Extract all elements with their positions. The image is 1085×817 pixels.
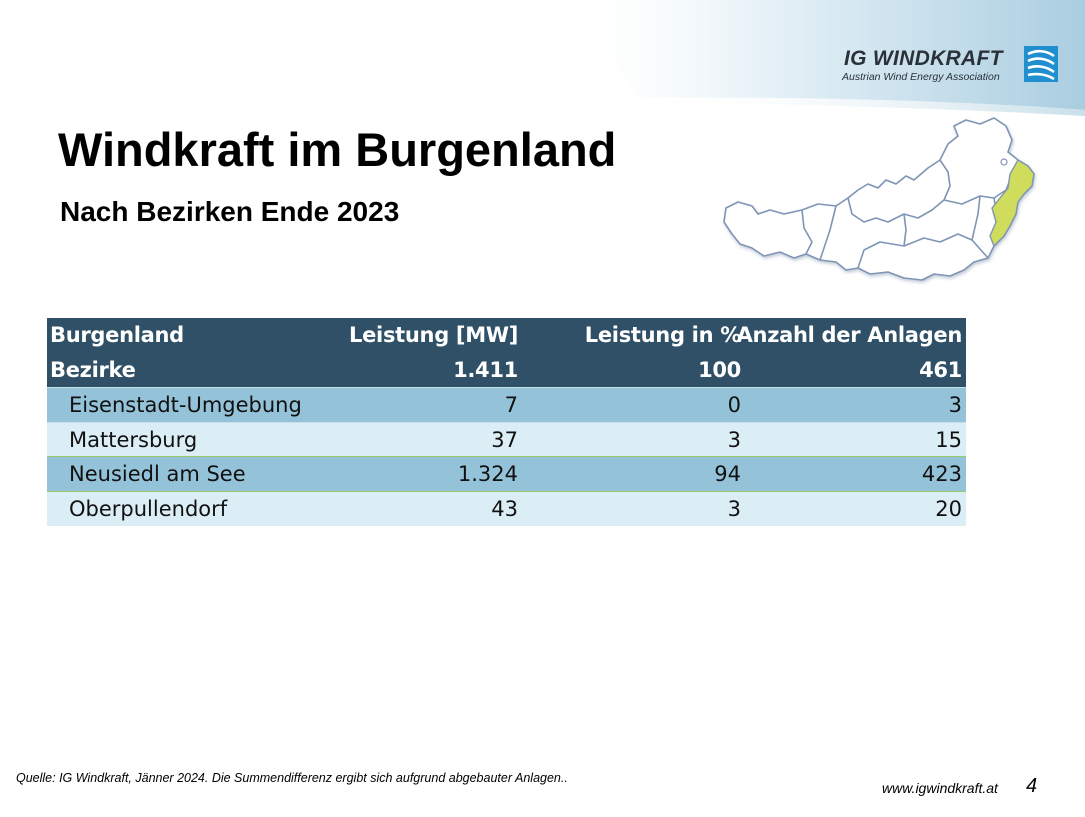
table-row: Neusiedl am See 1.324 94 423	[47, 456, 966, 491]
total-count: 461	[919, 357, 962, 382]
source-note: Quelle: IG Windkraft, Jänner 2024. Die S…	[16, 771, 568, 785]
district-mw: 7	[504, 392, 518, 417]
header-col-pct: Leistung in %	[584, 323, 742, 348]
district-count: 423	[921, 462, 962, 487]
total-mw: 1.411	[453, 357, 518, 382]
district-name: Eisenstadt-Umgebung	[69, 392, 302, 417]
district-count: 3	[948, 392, 962, 417]
wind-logo-icon	[1024, 46, 1058, 82]
header-col-count: Anzahl der Anlagen	[736, 323, 963, 348]
district-name: Neusiedl am See	[69, 462, 246, 487]
district-mw: 43	[491, 496, 518, 521]
logo-wordmark: IG WINDKRAFT	[844, 47, 1003, 70]
burgenland-region	[989, 159, 1035, 247]
ig-windkraft-logo: IG WINDKRAFT Austrian Wind Energy Associ…	[838, 44, 1060, 86]
district-pct: 3	[727, 427, 741, 452]
district-mw: 37	[491, 427, 518, 452]
district-mw: 1.324	[457, 462, 518, 487]
header-col-mw: Leistung [MW]	[349, 323, 518, 348]
district-pct: 0	[727, 392, 741, 417]
district-name: Mattersburg	[69, 427, 198, 452]
district-count: 15	[935, 427, 962, 452]
district-count: 20	[935, 496, 962, 521]
district-pct: 94	[714, 462, 741, 487]
table-row: Mattersburg 37 3 15	[47, 421, 966, 457]
district-name: Oberpullendorf	[69, 496, 228, 521]
total-pct: 100	[698, 357, 741, 382]
table-total-row: Bezirke 1.411 100 461	[47, 352, 966, 388]
table-row: Oberpullendorf 43 3 20	[47, 490, 966, 526]
page-subtitle: Nach Bezirken Ende 2023	[60, 196, 400, 227]
district-pct: 3	[727, 496, 741, 521]
logo-tagline: Austrian Wind Energy Association	[842, 71, 1000, 83]
table-row: Eisenstadt-Umgebung 7 0 3	[47, 387, 966, 422]
header-col-state: Burgenland	[50, 323, 184, 348]
district-table: Burgenland Leistung [MW] Leistung in % A…	[47, 318, 966, 526]
header-col-districts: Bezirke	[50, 357, 136, 382]
footer-url-link[interactable]: www.igwindkraft.at	[882, 780, 998, 796]
page-title: Windkraft im Burgenland	[58, 123, 617, 176]
table-header-row: Burgenland Leistung [MW] Leistung in % A…	[47, 318, 966, 353]
austria-map-icon	[723, 117, 1035, 281]
page-number: 4	[1026, 775, 1038, 797]
